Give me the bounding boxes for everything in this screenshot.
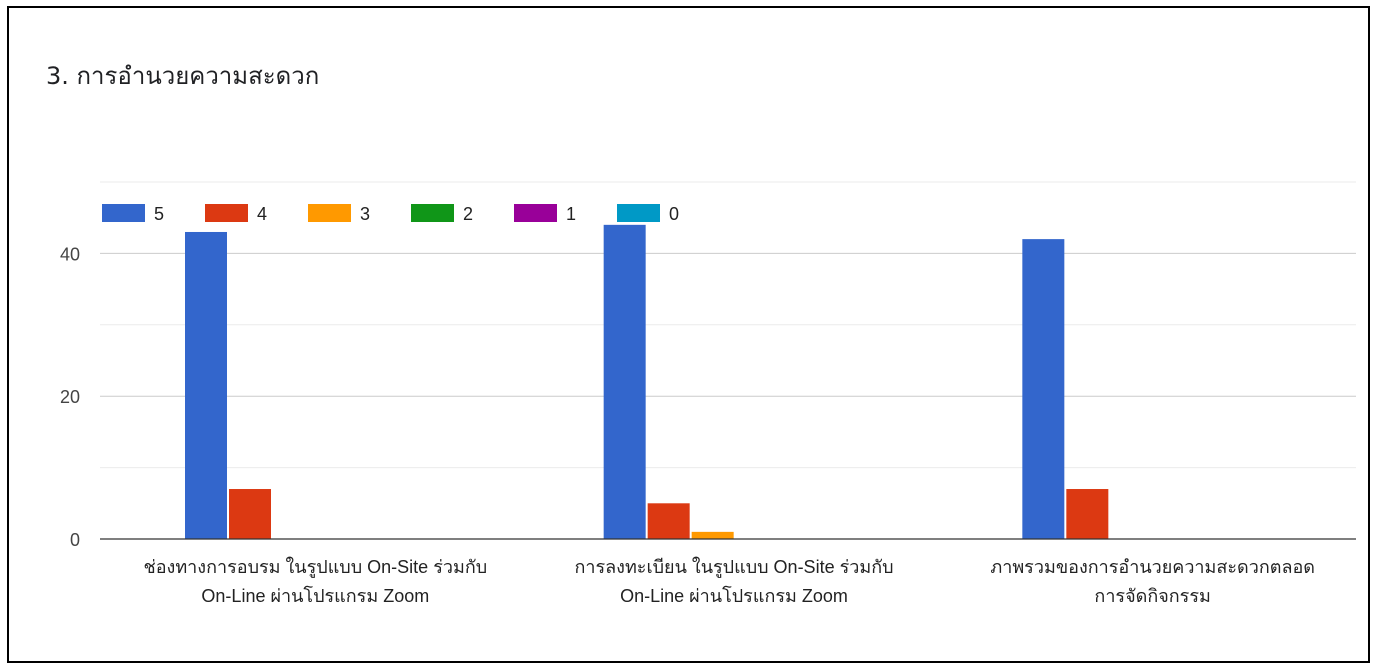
y-tick-label: 20 [60, 387, 80, 407]
legend-swatch-2[interactable] [411, 204, 454, 222]
x-axis: ช่องทางการอบรม ในรูปแบบ On-Site ร่วมกับ O… [100, 538, 1356, 606]
legend-swatch-0[interactable] [617, 204, 660, 222]
bar-4-cat3[interactable] [1066, 489, 1109, 539]
bars [185, 224, 1109, 540]
legend-label-3[interactable]: 3 [360, 204, 370, 224]
x-category-label: On-Line ผ่านโปรแกรม Zoom [620, 585, 848, 606]
x-category-label: การลงทะเบียน ในรูปแบบ On-Site ร่วมกับ [574, 556, 893, 578]
x-category-label: การจัดกิจกรรม [1094, 586, 1210, 606]
legend: 5 4 3 2 1 0 [102, 204, 679, 224]
legend-swatch-1[interactable] [514, 204, 557, 222]
gridlines [100, 181, 1356, 469]
legend-swatch-4[interactable] [205, 204, 248, 222]
bar-5-cat2[interactable] [603, 224, 646, 539]
bar-5-cat1[interactable] [185, 231, 227, 540]
legend-swatch-3[interactable] [308, 204, 351, 222]
bar-4-cat2[interactable] [647, 503, 690, 539]
legend-label-5[interactable]: 5 [154, 204, 164, 224]
legend-label-0[interactable]: 0 [669, 204, 679, 224]
x-category-label: ภาพรวมของการอำนวยความสะดวกตลอด [990, 557, 1315, 577]
x-category-label: On-Line ผ่านโปรแกรม Zoom [201, 585, 429, 606]
legend-swatch-5[interactable] [102, 204, 145, 222]
bar-4-cat1[interactable] [229, 489, 271, 539]
bar-5-cat3[interactable] [1022, 239, 1065, 539]
y-axis: 0 20 40 [60, 244, 80, 550]
y-tick-label: 0 [70, 530, 80, 550]
x-category-label: ช่องทางการอบรม ในรูปแบบ On-Site ร่วมกับ [144, 556, 488, 578]
y-tick-label: 40 [60, 244, 80, 264]
legend-label-1[interactable]: 1 [566, 204, 576, 224]
bar-3-cat2[interactable] [691, 531, 734, 539]
legend-label-4[interactable]: 4 [257, 204, 267, 224]
legend-label-2[interactable]: 2 [463, 204, 473, 224]
chart-frame [7, 6, 1370, 663]
chart-title: 3. การอำนวยความสะดวก [46, 62, 320, 90]
